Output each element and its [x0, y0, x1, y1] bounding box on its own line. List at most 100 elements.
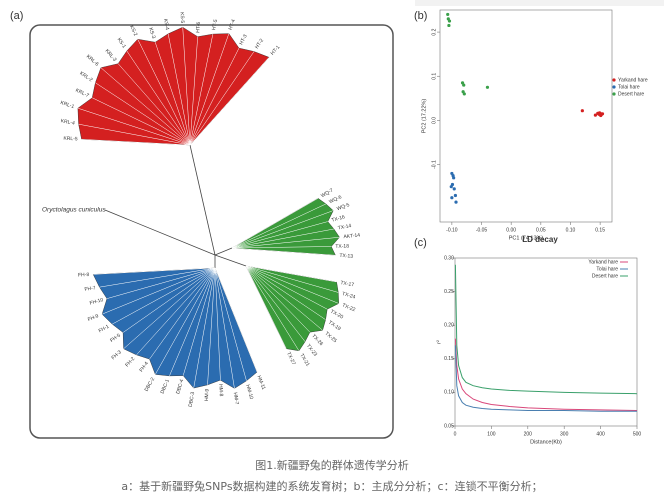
leaf-branch	[214, 267, 235, 389]
leaf-label: TX-25	[324, 331, 338, 344]
leaf-branch	[101, 267, 216, 315]
leaf-branch	[189, 36, 198, 146]
legend-marker	[612, 78, 616, 82]
y-tick-label: -0.1	[431, 160, 437, 169]
panel-label: (a)	[10, 10, 23, 22]
leaf-branch	[245, 265, 311, 333]
legend-marker	[612, 92, 616, 96]
leaf-branch	[136, 267, 216, 356]
leaf-branch	[154, 42, 191, 146]
leaf-branch	[137, 39, 191, 146]
x-tick-label: 200	[524, 431, 533, 437]
leaf-label: WQ-6	[328, 194, 343, 205]
leaf-label: TX-13	[339, 253, 353, 260]
leaf-branch	[169, 267, 216, 377]
leaf-branch	[193, 267, 216, 389]
leaf-label: TX-21	[298, 353, 310, 368]
legend-label: Yarkand hare	[618, 77, 648, 83]
leaf-branch	[78, 123, 191, 146]
point	[449, 185, 453, 189]
leaf-label: HT-3	[238, 33, 248, 46]
leaf-branch	[245, 265, 287, 349]
leaf-label: WQ-5	[336, 202, 351, 212]
legend-marker	[612, 85, 616, 89]
leaf-label: KRL-2	[78, 70, 93, 83]
leaf-branch	[182, 27, 191, 146]
point	[462, 92, 466, 96]
x-tick-label: 500	[633, 431, 642, 437]
leaf-branch	[231, 198, 319, 249]
leaf-label: FH-1	[98, 324, 111, 335]
series-line	[454, 338, 638, 411]
leaf-branch	[245, 265, 339, 304]
leaf-branch	[99, 267, 216, 288]
legend-label: Desert hare	[618, 91, 644, 97]
leaf-label: KRL-1	[60, 100, 76, 110]
branch	[214, 247, 233, 256]
leaf-label: TX-18	[335, 244, 349, 250]
branch	[214, 254, 247, 267]
x-tick-label: -0.05	[476, 227, 488, 233]
leaf-label: HM-11	[255, 375, 266, 391]
leaf-branch	[231, 236, 340, 249]
leaf-branch	[149, 267, 216, 360]
leaf-branch	[245, 265, 339, 293]
y-axis-label: PC2 (17.22%)	[421, 99, 427, 134]
leaf-label: TX-22	[341, 302, 356, 313]
leaf-label: HT-6	[195, 22, 202, 33]
clade-fan	[245, 265, 339, 352]
outgroup-label: Oryctolagus cuniculus	[42, 207, 106, 214]
x-tick-label: 100	[487, 431, 496, 437]
x-tick-label: 0.10	[566, 227, 576, 233]
leaf-label: HM-10	[244, 384, 254, 400]
leaf-branch	[245, 265, 323, 331]
leaf-branch	[231, 203, 326, 249]
leaf-branch	[231, 228, 334, 249]
leaf-branch	[214, 267, 247, 381]
leaf-branch	[126, 50, 191, 146]
leaf-branch	[214, 267, 258, 373]
leaf-label: KRL-6	[85, 54, 100, 68]
x-tick-label: 0	[454, 431, 457, 437]
leaf-label: KS-4	[162, 18, 170, 30]
caption: 图1.新疆野兔的群体遗传学分析	[255, 458, 409, 472]
legend-label: Yarkand hare	[588, 259, 618, 265]
leaf-label: WQ-7	[320, 187, 334, 199]
leaf-branch	[93, 267, 216, 275]
leaf-branch	[100, 67, 191, 146]
leaf-label: TX-23	[305, 343, 318, 358]
leaf-branch	[189, 34, 214, 146]
leaf-label: TX-19	[327, 320, 342, 333]
leaf-label: KS-2	[128, 24, 138, 37]
plot-frame	[439, 9, 613, 223]
point	[452, 187, 456, 191]
leaf-label: TX-27	[285, 351, 296, 366]
point	[454, 200, 458, 204]
leaf-label: KS-5	[178, 12, 185, 24]
leaf-label: HM-7	[232, 392, 240, 405]
leaf-label: DBC-3	[188, 391, 197, 407]
leaf-label: KRL-5	[63, 136, 78, 143]
leaf-branch	[77, 107, 191, 146]
point	[452, 176, 456, 180]
x-tick-label: 0.05	[536, 227, 546, 233]
leaf-label: FH-8	[78, 272, 90, 279]
leaf-label: HT-4	[228, 18, 237, 30]
point	[446, 12, 450, 17]
y-axis-label: r²	[436, 340, 442, 344]
leaf-branch	[214, 267, 221, 381]
leaf-branch	[81, 139, 191, 146]
leaf-label: FH-4	[138, 361, 149, 374]
leaf-label: DBC-4	[175, 379, 185, 395]
point	[580, 109, 584, 113]
leaf-branch	[245, 265, 326, 320]
series-line	[454, 264, 638, 395]
leaf-label: FH-5	[109, 332, 122, 343]
branch	[189, 144, 216, 256]
y-tick-label: 0.1	[431, 73, 437, 80]
x-axis-label: Distance(Kb)	[530, 439, 562, 445]
branch	[104, 209, 216, 256]
point	[485, 85, 490, 89]
